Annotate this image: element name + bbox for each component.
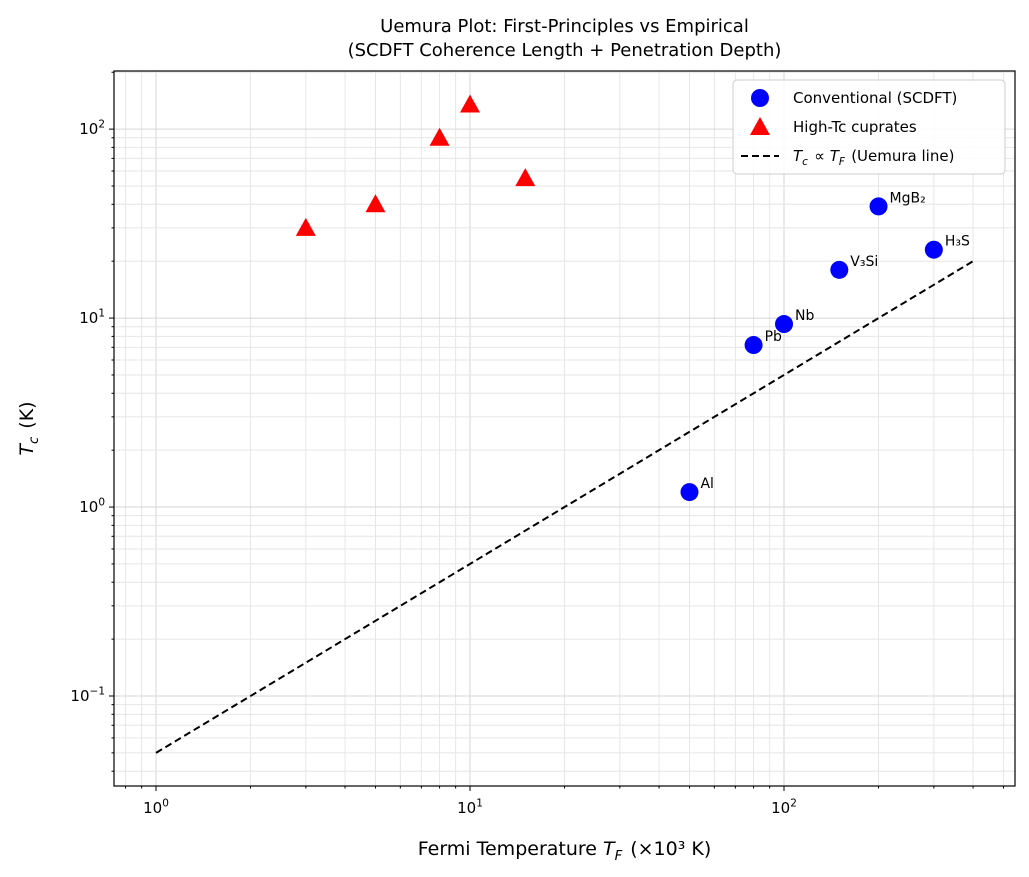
data-point-circle (775, 315, 794, 334)
data-point-triangle (429, 127, 450, 146)
point-label: Pb (765, 329, 782, 345)
y-tick-label: 10−1 (70, 685, 105, 705)
x-axis-label: Fermi Temperature TF (×10³ K) (418, 838, 712, 864)
data-point-triangle (515, 168, 536, 187)
legend-circle-icon (751, 89, 769, 107)
x-tick-label: 102 (771, 797, 797, 817)
data-point-circle (680, 483, 699, 502)
data-point-circle (924, 240, 943, 259)
legend-box (732, 79, 1006, 175)
y-tick-label: 102 (79, 118, 105, 138)
data-point-circle (830, 260, 849, 279)
uemura-line (155, 260, 974, 754)
legend-label: High-Tc cuprates (793, 118, 917, 136)
y-axis-label: Tc (K) (16, 401, 42, 455)
plot-frame (113, 70, 1016, 787)
legend: Conventional (SCDFT) High-Tc cuprates Tc ∝… (732, 79, 1006, 175)
point-label: Al (700, 476, 713, 492)
series-dashed-line (155, 260, 974, 754)
point-label: Nb (795, 308, 814, 324)
y-tick-label: 101 (79, 307, 105, 327)
point-label: MgB₂ (890, 190, 926, 206)
grid (114, 71, 1015, 786)
legend-triangle-icon (750, 117, 770, 135)
chart-title: (SCDFT Coherence Length + Penetration De… (348, 40, 782, 61)
x-tick-label: 100 (143, 797, 169, 817)
data-point-triangle (365, 194, 386, 213)
legend-label: Conventional (SCDFT) (793, 89, 957, 107)
legend-label: Tc ∝ TF (Uemura line) (793, 147, 954, 168)
data-point-triangle (295, 217, 316, 236)
series-triangle (295, 94, 536, 236)
chart-title: Uemura Plot: First-Principles vs Empiric… (380, 16, 749, 37)
data-point-triangle (460, 94, 481, 113)
data-point-circle (744, 336, 763, 355)
y-tick-label: 100 (79, 496, 105, 516)
point-label: V₃Si (850, 254, 878, 270)
data-point-circle (869, 197, 888, 216)
series-circle: Al Pb Nb V₃Si MgB₂ H₃S (680, 190, 970, 502)
point-label: H₃S (945, 234, 970, 250)
x-tick-label: 101 (457, 797, 483, 817)
